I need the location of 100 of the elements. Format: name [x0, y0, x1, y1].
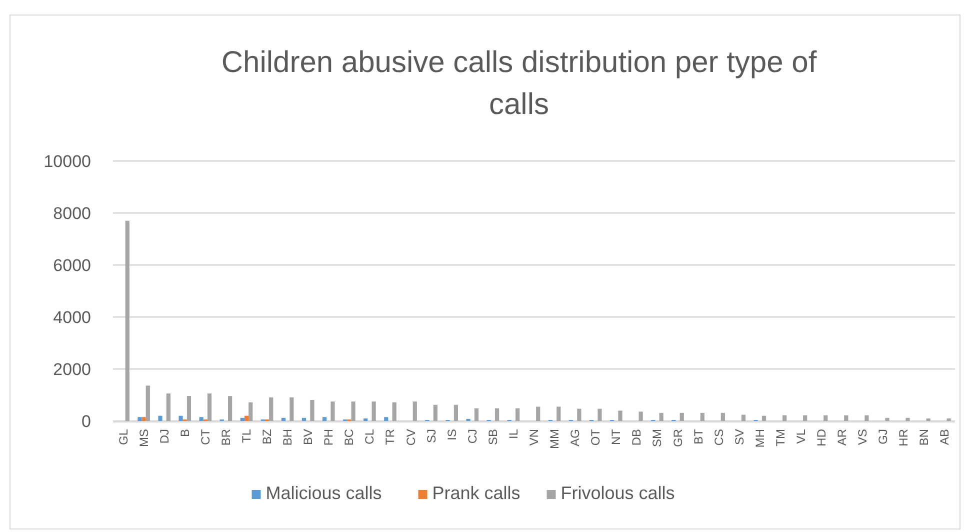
x-tick-label: HD: [814, 428, 829, 446]
x-tick-label: CS: [712, 429, 726, 446]
y-tick-label: 10000: [44, 152, 91, 171]
bar: [474, 408, 479, 421]
x-tick-label: CL: [362, 428, 377, 444]
x-tick-label: CT: [198, 428, 212, 445]
bar: [762, 416, 766, 421]
bar: [142, 417, 146, 421]
bar: [680, 412, 684, 421]
bar: [433, 404, 438, 421]
x-tick-label: CV: [404, 429, 418, 446]
bar: [720, 412, 725, 421]
bar: [803, 415, 808, 421]
bar: [322, 417, 327, 421]
bar: [244, 416, 249, 421]
bar: [228, 396, 232, 421]
x-tick-label: TM: [773, 429, 788, 446]
bar: [844, 415, 848, 421]
bar: [186, 396, 192, 421]
x-tick-label: BC: [342, 428, 356, 446]
x-tick-label: BZ: [260, 429, 274, 444]
bar: [364, 418, 368, 421]
bar: [125, 220, 130, 421]
bar: [454, 404, 458, 421]
bar: [207, 393, 212, 421]
x-tick-label: OT: [588, 428, 603, 446]
bar: [146, 386, 150, 421]
legend-label: Prank calls: [432, 483, 520, 503]
x-tick-label: BN: [917, 429, 932, 446]
y-tick-label: 0: [82, 412, 91, 431]
x-tick-label: DJ: [157, 429, 172, 444]
bar: [166, 393, 170, 421]
bar: [178, 416, 183, 421]
bar: [659, 412, 664, 421]
x-tick-label: GR: [670, 428, 685, 447]
bar: [269, 397, 274, 421]
legend-label: Frivolous calls: [560, 483, 675, 503]
x-tick-label: TR: [383, 428, 398, 445]
bar: [351, 402, 356, 421]
bar: [392, 402, 396, 421]
bar: [864, 415, 869, 421]
x-tick-label: SB: [486, 429, 500, 446]
x-tick-label: VS: [856, 429, 870, 446]
bar: [138, 417, 142, 421]
bar: [741, 414, 746, 421]
bar: [281, 418, 286, 421]
x-tick-label: NT: [609, 428, 624, 445]
bar: [577, 408, 582, 421]
x-tick-label: MM: [548, 429, 562, 449]
bar: [158, 416, 162, 421]
x-tick-label: IS: [444, 429, 459, 440]
x-tick-label: SJ: [424, 429, 438, 444]
bar: [290, 397, 294, 421]
bar: [516, 408, 520, 421]
x-tick-label: VN: [527, 429, 541, 446]
x-tick-label: MH: [752, 429, 767, 448]
bar: [372, 402, 376, 421]
legend-label: Malicious calls: [266, 483, 382, 503]
bar: [824, 415, 828, 421]
y-tick-label: 4000: [53, 308, 91, 327]
x-tick-label: VL: [794, 428, 808, 444]
y-tick-label: 8000: [53, 204, 91, 223]
bar: [199, 417, 204, 421]
x-tick-label: CJ: [465, 429, 480, 444]
y-tick-label: 6000: [53, 256, 91, 275]
bar: [782, 415, 787, 421]
bar: [598, 408, 602, 421]
x-tick-label: AG: [568, 429, 582, 446]
x-tick-label: BH: [280, 429, 295, 446]
chart-title: Children abusive calls distribution per type of calls: [221, 46, 818, 121]
x-tick-label: BT: [691, 428, 706, 444]
bar: [638, 412, 643, 421]
bar: [926, 418, 930, 421]
x-tick-label: MS: [136, 429, 151, 447]
bar: [384, 417, 388, 421]
bar: [906, 418, 910, 421]
bar: [885, 418, 890, 421]
x-tick-label: B: [178, 429, 192, 438]
x-tick-label: IL: [506, 428, 520, 440]
bar: [556, 406, 561, 421]
bar: [310, 400, 314, 421]
bar: [618, 410, 622, 421]
x-tick-label: DB: [630, 429, 644, 446]
x-tick-label: SM: [650, 428, 664, 447]
bar: [946, 418, 951, 421]
bar: [330, 402, 335, 421]
bar: [302, 418, 306, 421]
bar: [248, 402, 253, 421]
bar: [536, 406, 540, 421]
x-tick-label: GL: [116, 428, 130, 446]
x-tick-label: AB: [938, 429, 952, 446]
x-tick-label: BV: [301, 429, 316, 446]
x-tick-label: PH: [322, 429, 336, 446]
y-tick-label: 2000: [53, 360, 91, 379]
bar: [240, 418, 244, 421]
bar: [494, 408, 500, 421]
x-tick-label: HR: [896, 428, 911, 446]
x-tick-label: GJ: [876, 429, 890, 444]
x-tick-label: AR: [835, 428, 850, 446]
bar: [700, 412, 704, 421]
